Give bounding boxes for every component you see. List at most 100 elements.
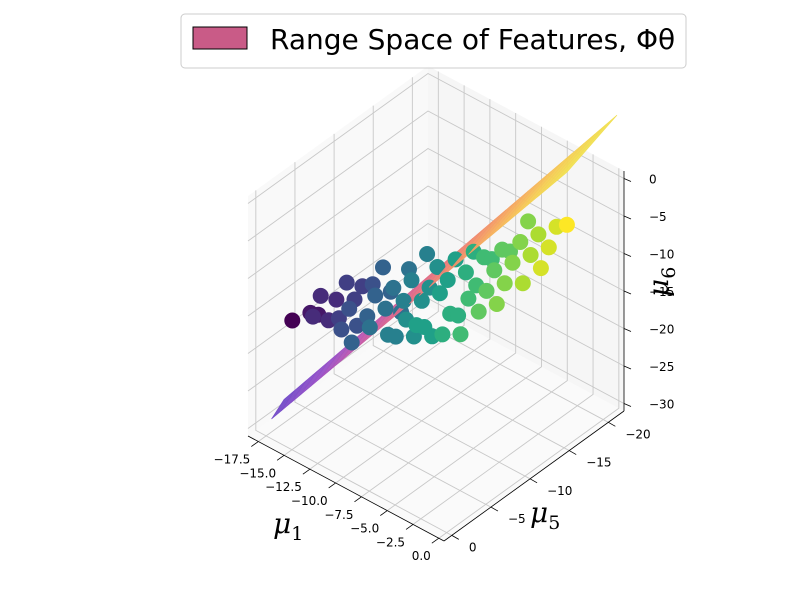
- z-tick-label: −30: [649, 398, 674, 412]
- data-point: [558, 216, 575, 233]
- x-tick-label: −12.5: [265, 480, 302, 494]
- z-tick: [623, 290, 632, 295]
- x-tick-label: −15.0: [239, 466, 276, 480]
- gridline-x: [361, 126, 542, 498]
- gridline-y: [333, 133, 531, 480]
- data-point: [540, 239, 557, 256]
- surface-facet: [556, 114, 618, 181]
- data-point: [532, 260, 549, 277]
- y-tick-label: −20: [625, 427, 650, 441]
- y-tick: [451, 535, 460, 540]
- tick-marks: [251, 178, 632, 544]
- data-point: [439, 272, 456, 288]
- data-point: [343, 334, 360, 351]
- data-point: [375, 259, 391, 276]
- x-tick-label: 0.0: [412, 549, 431, 563]
- data-point: [460, 290, 477, 307]
- y-tick-label: 0: [469, 540, 477, 554]
- data-point: [496, 275, 513, 292]
- z-tick: [623, 403, 632, 407]
- y-axis-label: μ5: [530, 496, 560, 534]
- data-point: [434, 326, 451, 343]
- z-tick: [623, 215, 632, 220]
- x-axis-label: μ1: [273, 507, 303, 545]
- data-point: [419, 246, 436, 262]
- data-point: [284, 312, 301, 329]
- gridline-y: [372, 105, 570, 451]
- data-point: [338, 274, 355, 291]
- plot-area: [271, 114, 618, 420]
- data-point: [457, 264, 474, 281]
- y-tick: [608, 421, 616, 427]
- gridline-y: [294, 162, 492, 508]
- gridline-x: [283, 85, 465, 456]
- data-point: [304, 308, 321, 325]
- legend: Range Space of Features, Φθ: [180, 13, 687, 69]
- data-point: [452, 326, 469, 343]
- x-tick: [405, 524, 414, 530]
- gridline-z: [247, 110, 625, 242]
- gridline-y: [255, 190, 453, 536]
- x-tick-label: −17.5: [214, 453, 251, 467]
- data-point: [478, 282, 495, 299]
- x-axis-line: [247, 435, 445, 542]
- data-point: [514, 275, 531, 292]
- x-tick: [328, 482, 336, 489]
- data-point: [504, 254, 521, 271]
- tick-labels: −17.5−15.0−12.5−10.0−7.5−5.0−2.5 0.0 0 −5 −1…: [214, 173, 675, 564]
- data-point: [522, 247, 539, 263]
- data-point: [367, 287, 384, 304]
- data-point: [341, 300, 358, 317]
- y-tick-label: −10: [547, 484, 572, 498]
- gridline-x: [335, 112, 517, 484]
- data-point: [413, 292, 430, 309]
- data-point: [530, 226, 547, 243]
- y-tick-label: −5: [508, 512, 526, 526]
- data-point: [395, 292, 412, 309]
- data-point: [520, 213, 537, 230]
- z-tick-label: −15: [649, 285, 674, 299]
- data-point: [470, 303, 487, 320]
- data-point: [349, 317, 365, 334]
- data-point: [377, 300, 394, 317]
- data-point: [488, 296, 505, 312]
- z-axis-label: μ6: [642, 267, 680, 297]
- z-tick-label: −25: [649, 360, 674, 374]
- x-tick-label: −2.5: [376, 535, 405, 549]
- gridline-x: [412, 154, 594, 525]
- y-axis-line: [443, 410, 625, 542]
- data-point: [328, 291, 345, 308]
- gridline-x: [309, 99, 491, 470]
- data-point: [429, 259, 446, 275]
- legend-box: [180, 13, 687, 69]
- data-point: [385, 279, 402, 296]
- data-point: [361, 319, 378, 336]
- data-point: [333, 321, 350, 338]
- y-tick: [529, 478, 538, 484]
- data-point: [312, 287, 329, 304]
- z-tick-label: 0: [649, 173, 657, 187]
- y-tick: [569, 450, 577, 455]
- gridline-x: [438, 168, 620, 539]
- x-tick-label: −7.5: [324, 508, 353, 522]
- gridline-z: [247, 72, 625, 204]
- z-tick: [623, 253, 632, 257]
- x-tick-label: −5.0: [350, 522, 379, 536]
- z-tick-label: −20: [649, 323, 674, 337]
- data-point: [387, 328, 404, 345]
- z-tick: [623, 328, 632, 332]
- data-point: [431, 285, 448, 302]
- x-tick: [431, 537, 440, 544]
- data-point: [486, 262, 503, 279]
- data-point: [450, 307, 467, 324]
- x-tick: [380, 510, 388, 516]
- gridline-z: [247, 147, 625, 279]
- x-tick: [276, 455, 285, 461]
- x-tick-label: −10.0: [291, 494, 328, 508]
- z-tick-label: −5: [649, 210, 667, 224]
- legend-label: Range Space of Features, Φθ: [270, 23, 675, 56]
- z-tick: [623, 365, 632, 370]
- data-point: [403, 272, 420, 289]
- z-tick-label: −10: [649, 248, 674, 262]
